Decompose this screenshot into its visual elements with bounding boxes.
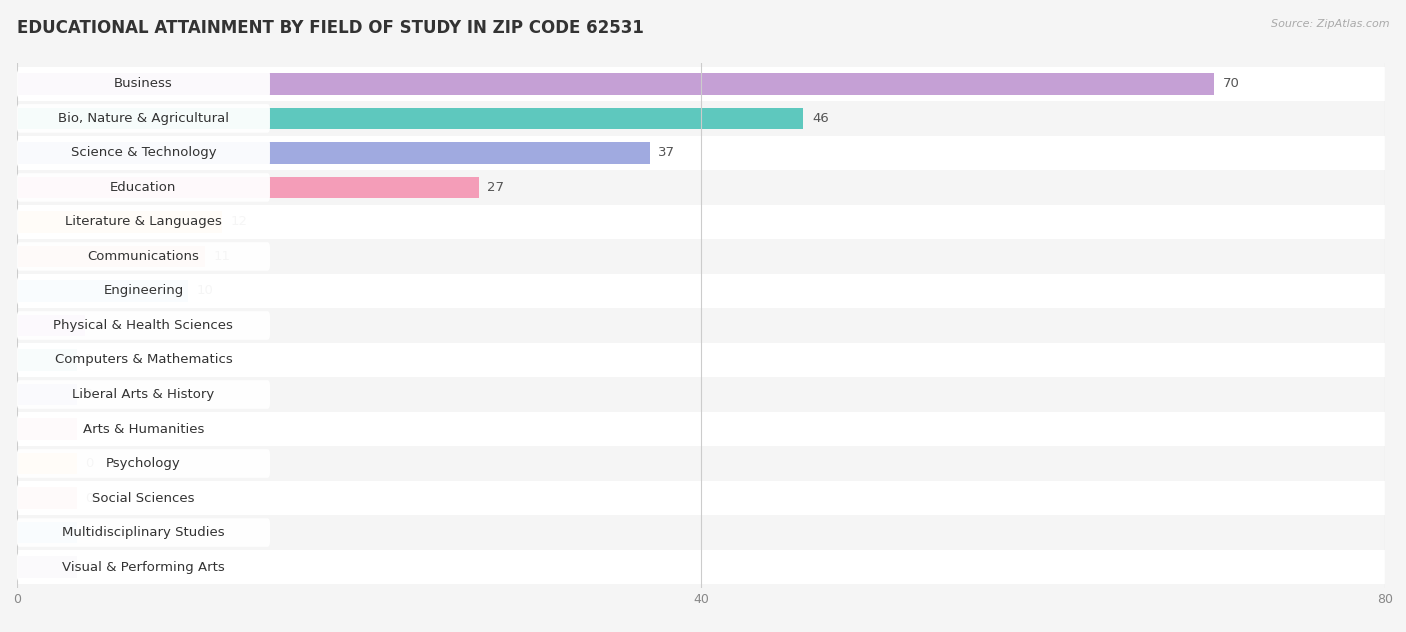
Bar	[17, 239, 1385, 274]
Text: 3: 3	[86, 423, 94, 435]
FancyBboxPatch shape	[17, 242, 270, 270]
Bar	[17, 384, 77, 405]
Text: 3: 3	[86, 353, 94, 367]
Bar	[17, 101, 1385, 136]
FancyBboxPatch shape	[17, 449, 270, 478]
Bar	[17, 170, 1385, 205]
Text: 11: 11	[214, 250, 231, 263]
FancyBboxPatch shape	[17, 138, 270, 167]
Text: Bio, Nature & Agricultural: Bio, Nature & Agricultural	[58, 112, 229, 125]
Text: Psychology: Psychology	[105, 457, 181, 470]
Text: 0: 0	[86, 457, 94, 470]
Bar	[17, 418, 77, 440]
Text: Physical & Health Sciences: Physical & Health Sciences	[53, 319, 233, 332]
Text: Education: Education	[110, 181, 177, 194]
FancyBboxPatch shape	[17, 277, 270, 305]
Bar	[17, 412, 1385, 446]
Text: Visual & Performing Arts: Visual & Performing Arts	[62, 561, 225, 574]
FancyBboxPatch shape	[17, 208, 270, 236]
Bar	[17, 308, 1385, 343]
Text: 0: 0	[86, 526, 94, 539]
Text: Liberal Arts & History: Liberal Arts & History	[72, 388, 215, 401]
FancyBboxPatch shape	[17, 346, 270, 374]
Bar	[17, 142, 650, 164]
Bar	[17, 522, 77, 544]
Bar	[17, 211, 222, 233]
Text: Social Sciences: Social Sciences	[93, 492, 194, 504]
Text: Business: Business	[114, 77, 173, 90]
Bar	[17, 280, 188, 301]
FancyBboxPatch shape	[17, 415, 270, 443]
FancyBboxPatch shape	[17, 483, 270, 513]
Bar	[17, 205, 1385, 239]
Text: 4: 4	[94, 319, 103, 332]
Bar	[17, 73, 1213, 95]
Text: 10: 10	[197, 284, 214, 298]
Bar	[17, 274, 1385, 308]
Text: 46: 46	[813, 112, 828, 125]
Text: 12: 12	[231, 216, 247, 228]
Text: Arts & Humanities: Arts & Humanities	[83, 423, 204, 435]
Bar	[17, 177, 478, 198]
Bar	[17, 66, 1385, 101]
FancyBboxPatch shape	[17, 553, 270, 581]
Text: Engineering: Engineering	[103, 284, 184, 298]
Text: Multidisciplinary Studies: Multidisciplinary Studies	[62, 526, 225, 539]
Text: Science & Technology: Science & Technology	[70, 147, 217, 159]
FancyBboxPatch shape	[17, 380, 270, 409]
Bar	[17, 315, 86, 336]
Text: 0: 0	[86, 561, 94, 574]
Bar	[17, 377, 1385, 412]
Text: 0: 0	[86, 492, 94, 504]
Text: 70: 70	[1222, 77, 1239, 90]
Text: Communications: Communications	[87, 250, 200, 263]
Bar	[17, 453, 77, 474]
FancyBboxPatch shape	[17, 518, 270, 547]
Bar	[17, 136, 1385, 170]
FancyBboxPatch shape	[17, 104, 270, 133]
Text: Source: ZipAtlas.com: Source: ZipAtlas.com	[1271, 19, 1389, 29]
Text: 27: 27	[486, 181, 505, 194]
FancyBboxPatch shape	[17, 173, 270, 202]
Bar	[17, 550, 1385, 585]
Bar	[17, 556, 77, 578]
Text: Computers & Mathematics: Computers & Mathematics	[55, 353, 232, 367]
Text: EDUCATIONAL ATTAINMENT BY FIELD OF STUDY IN ZIP CODE 62531: EDUCATIONAL ATTAINMENT BY FIELD OF STUDY…	[17, 19, 644, 37]
Bar	[17, 107, 803, 129]
FancyBboxPatch shape	[17, 311, 270, 340]
Bar	[17, 487, 77, 509]
Bar	[17, 343, 1385, 377]
Bar	[17, 246, 205, 267]
Text: 37: 37	[658, 147, 675, 159]
Text: Literature & Languages: Literature & Languages	[65, 216, 222, 228]
Bar	[17, 481, 1385, 515]
Text: 3: 3	[86, 388, 94, 401]
Bar	[17, 349, 77, 371]
FancyBboxPatch shape	[17, 70, 270, 98]
Bar	[17, 515, 1385, 550]
Bar	[17, 446, 1385, 481]
